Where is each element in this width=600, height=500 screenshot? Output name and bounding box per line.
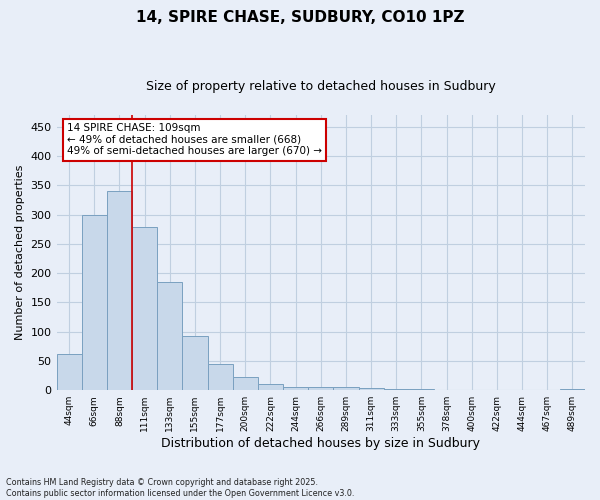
Y-axis label: Number of detached properties: Number of detached properties: [15, 165, 25, 340]
Bar: [182, 336, 208, 390]
Bar: [258, 384, 283, 390]
Bar: [56, 354, 82, 390]
Bar: [132, 228, 157, 390]
Bar: [283, 386, 308, 390]
Bar: [308, 388, 334, 390]
Title: Size of property relative to detached houses in Sudbury: Size of property relative to detached ho…: [146, 80, 496, 93]
Bar: [82, 214, 107, 390]
Bar: [383, 389, 409, 390]
Bar: [157, 282, 182, 390]
Bar: [107, 191, 132, 390]
Bar: [334, 388, 359, 390]
Text: 14, SPIRE CHASE, SUDBURY, CO10 1PZ: 14, SPIRE CHASE, SUDBURY, CO10 1PZ: [136, 10, 464, 25]
Bar: [233, 378, 258, 390]
Text: 14 SPIRE CHASE: 109sqm
← 49% of detached houses are smaller (668)
49% of semi-de: 14 SPIRE CHASE: 109sqm ← 49% of detached…: [67, 124, 322, 156]
Bar: [208, 364, 233, 390]
Bar: [359, 388, 383, 390]
Bar: [560, 389, 585, 390]
Text: Contains HM Land Registry data © Crown copyright and database right 2025.
Contai: Contains HM Land Registry data © Crown c…: [6, 478, 355, 498]
Bar: [409, 389, 434, 390]
X-axis label: Distribution of detached houses by size in Sudbury: Distribution of detached houses by size …: [161, 437, 480, 450]
